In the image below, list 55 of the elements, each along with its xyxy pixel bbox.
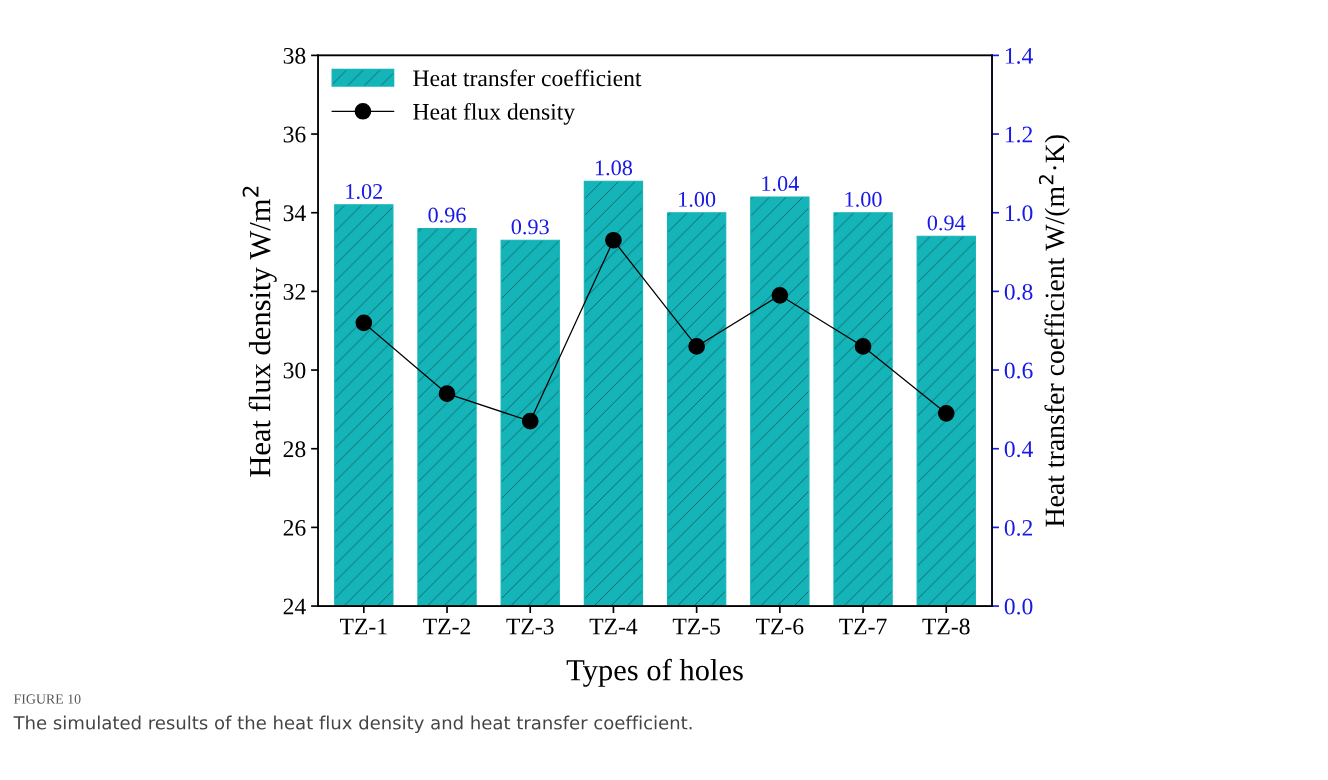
- data-label: 1.08: [595, 160, 633, 176]
- x-axis-title: Types of holes: [566, 658, 743, 687]
- x-tick-label: TZ-2: [423, 618, 470, 635]
- point: [937, 404, 955, 422]
- x-tick-label: TZ-5: [672, 618, 720, 635]
- data-label: 0.94: [927, 215, 966, 231]
- text: The simulated results of the heat flux density and heat transfer coefficient.: [13, 715, 692, 734]
- y-tick-label: 28: [283, 441, 306, 458]
- y-tick-label: 30: [283, 362, 306, 379]
- y-axis-title: Heat flux density W/m$^{2}$: [242, 186, 277, 477]
- y2-tick-label: 0.4: [1004, 441, 1033, 458]
- x-tick-label: TZ-8: [922, 618, 970, 635]
- point: [605, 231, 622, 249]
- y-tick-label: 38: [283, 47, 306, 64]
- bar: [750, 196, 810, 607]
- y2-axis-title: Heat transfer coefficient W/(m$^{2}$·K): [1038, 135, 1070, 527]
- y-tick-label: 34: [283, 205, 306, 222]
- point: [771, 286, 789, 304]
- bar: [334, 204, 394, 607]
- bar: [916, 235, 976, 607]
- y2-tick-label: 1.2: [1005, 126, 1033, 143]
- y2-tick-label: 0.6: [1004, 362, 1033, 379]
- point: [355, 314, 373, 332]
- x-tick-label: TZ-7: [839, 618, 887, 635]
- bar: [833, 212, 893, 607]
- y-tick-label: 26: [283, 519, 306, 536]
- y2-tick-label: 1.4: [1005, 47, 1033, 64]
- point: [521, 412, 539, 430]
- data-label: 0.96: [428, 207, 466, 223]
- point: [438, 385, 456, 402]
- x-tick-label: TZ-1: [339, 618, 387, 635]
- y-tick-label: 24: [283, 598, 306, 615]
- y2-tick-label: 0.2: [1004, 519, 1033, 536]
- y2-tick-label: 1.0: [1005, 205, 1033, 222]
- bar: [417, 227, 477, 607]
- caption: FIGURE 10: [13, 694, 81, 704]
- data-label: 1.00: [679, 191, 716, 207]
- x-tick-label: TZ-3: [506, 618, 554, 635]
- point: [688, 338, 705, 355]
- y2-tick-label: 0.8: [1004, 283, 1033, 300]
- y-tick-label: 36: [283, 126, 306, 143]
- y-tick-label: 32: [283, 283, 305, 300]
- bar: [500, 239, 560, 607]
- y2-tick-label: 0.0: [1004, 598, 1033, 615]
- x-tick-label: TZ-4: [589, 618, 638, 635]
- data-label: 0.93: [511, 219, 549, 235]
- x-tick-label: TZ-6: [756, 618, 804, 635]
- bar: [666, 212, 727, 607]
- data-label: 1.02: [346, 183, 383, 200]
- legend-label: Heat transfer coefficient: [413, 69, 642, 87]
- data-label: 1.00: [845, 191, 882, 207]
- legend-label: Heat flux density: [413, 102, 576, 125]
- point: [854, 338, 872, 355]
- bar: [583, 180, 644, 607]
- data-label: 1.04: [762, 176, 799, 192]
